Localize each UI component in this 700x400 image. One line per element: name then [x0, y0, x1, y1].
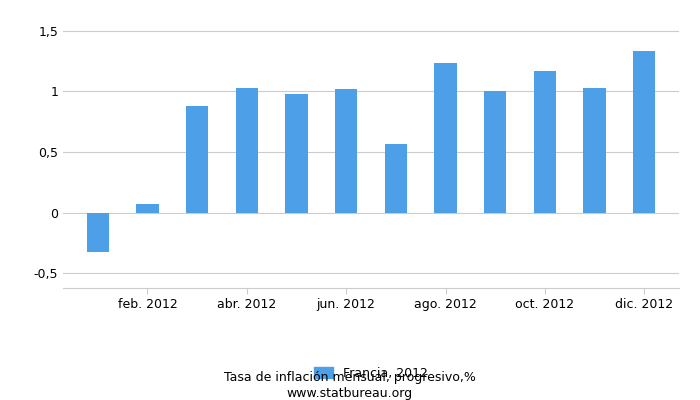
Bar [335, 89, 357, 213]
Bar [633, 51, 655, 213]
Bar [434, 63, 456, 213]
Bar [484, 91, 506, 213]
Bar [583, 88, 606, 213]
Bar [136, 204, 159, 213]
Text: www.statbureau.org: www.statbureau.org [287, 388, 413, 400]
Bar [533, 71, 556, 213]
Bar [236, 88, 258, 213]
Bar [385, 144, 407, 213]
Bar [87, 213, 109, 252]
Bar [286, 94, 308, 213]
Bar [186, 106, 209, 213]
Legend: Francia, 2012: Francia, 2012 [309, 362, 433, 385]
Text: Tasa de inflación mensual, progresivo,%: Tasa de inflación mensual, progresivo,% [224, 372, 476, 384]
